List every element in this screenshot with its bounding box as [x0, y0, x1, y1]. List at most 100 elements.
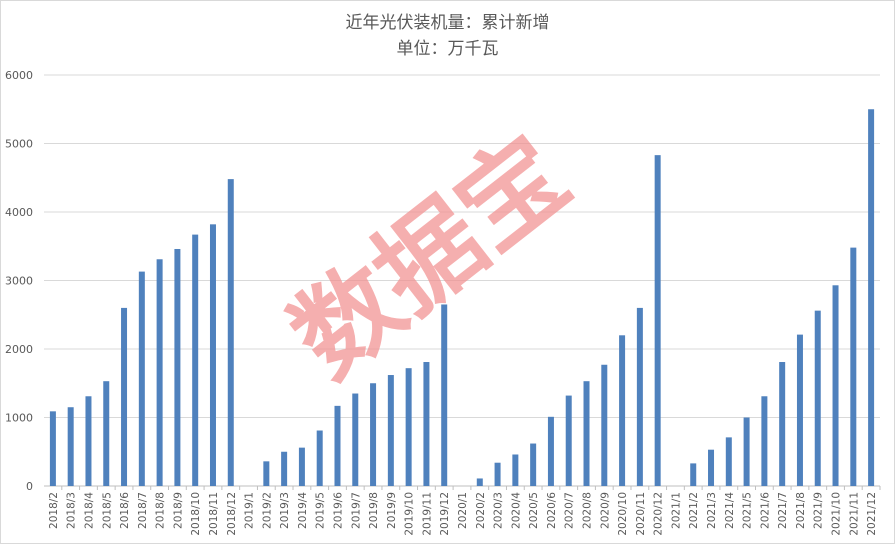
bar	[601, 364, 608, 486]
x-tick-label: 2020/1	[457, 492, 469, 529]
chart-subtitle: 单位：万千瓦	[396, 39, 499, 59]
bar	[387, 375, 394, 486]
x-axis: 2018/2 2018/3 2018/4 2018/5 2018/6 2018/7 2018…	[48, 486, 881, 536]
bar	[405, 368, 412, 486]
x-tick-label: 2018/2	[48, 492, 60, 529]
bar	[530, 443, 537, 486]
x-tick-label: 2018/6	[119, 492, 131, 529]
x-tick-label: 2018/9	[172, 492, 184, 529]
x-tick-label: 2021/6	[759, 492, 771, 529]
x-tick-label: 2018/10	[190, 492, 202, 536]
bar	[494, 462, 501, 486]
bar	[156, 259, 163, 486]
bar	[85, 396, 92, 486]
bar	[121, 307, 128, 486]
y-tick-label: 0	[26, 480, 33, 493]
bar	[370, 383, 377, 486]
x-tick-label: 2021/5	[742, 492, 754, 529]
x-tick-label: 2019/1	[244, 492, 256, 529]
x-tick-label: 2020/2	[475, 492, 487, 529]
x-tick-label: 2020/10	[617, 492, 629, 536]
bar	[49, 411, 56, 486]
y-tick-label: 1000	[5, 412, 33, 425]
x-tick-label: 2021/3	[706, 492, 718, 529]
y-tick-label: 6000	[5, 69, 33, 82]
x-tick-label: 2020/5	[528, 492, 540, 529]
x-tick-label: 2020/9	[599, 492, 611, 529]
gridlines	[44, 74, 880, 487]
x-tick-label: 2019/6	[332, 492, 344, 529]
x-tick-label: 2019/11	[421, 492, 433, 536]
x-tick-label: 2021/12	[866, 492, 878, 536]
bar	[67, 407, 74, 486]
bar	[619, 335, 626, 486]
bars	[49, 109, 875, 486]
x-tick-label: 2019/10	[404, 492, 416, 536]
bar	[476, 478, 483, 486]
bar	[547, 416, 554, 486]
y-tick-label: 5000	[5, 138, 33, 151]
bar	[352, 393, 359, 486]
bar	[690, 463, 697, 486]
x-tick-label: 2021/2	[688, 492, 700, 529]
x-tick-label: 2020/4	[510, 492, 522, 529]
x-tick-label: 2018/5	[101, 492, 113, 529]
x-tick-label: 2020/6	[546, 492, 558, 529]
bar	[441, 304, 448, 486]
bar	[316, 430, 323, 486]
bar	[209, 224, 216, 486]
bar	[263, 461, 270, 486]
bar	[725, 437, 732, 486]
x-tick-label: 2019/2	[261, 492, 273, 529]
bar	[192, 234, 199, 486]
bar	[761, 396, 768, 486]
bar	[708, 449, 715, 486]
x-tick-label: 2021/4	[724, 492, 736, 529]
x-tick-label: 2021/8	[795, 492, 807, 529]
bar	[814, 310, 821, 486]
bar	[868, 109, 875, 486]
bar	[512, 454, 519, 486]
bar	[281, 451, 288, 486]
x-tick-label: 2019/9	[386, 492, 398, 529]
bar	[227, 179, 234, 486]
x-tick-label: 2021/10	[831, 492, 843, 536]
x-tick-label: 2020/11	[635, 492, 647, 536]
x-tick-label: 2019/3	[279, 492, 291, 529]
bar	[779, 362, 786, 486]
bar	[832, 285, 839, 486]
bar	[743, 417, 750, 486]
x-tick-label: 2021/1	[670, 492, 682, 529]
bar	[138, 271, 145, 486]
x-tick-label: 2021/9	[813, 492, 825, 529]
bar	[174, 248, 181, 486]
bar	[423, 362, 430, 486]
x-tick-label: 2018/3	[66, 492, 78, 529]
bar	[565, 395, 572, 486]
x-tick-label: 2019/7	[350, 492, 362, 529]
bar	[654, 155, 661, 486]
chart-title: 近年光伏装机量：累计新增	[345, 13, 550, 33]
x-tick-label: 2018/8	[155, 492, 167, 529]
x-tick-label: 2018/11	[208, 492, 220, 536]
x-tick-label: 2020/3	[493, 492, 505, 529]
x-tick-label: 2020/8	[582, 492, 594, 529]
bar	[796, 334, 803, 486]
bar	[583, 381, 590, 486]
x-tick-label: 2019/5	[315, 492, 327, 529]
y-tick-label: 2000	[5, 343, 33, 356]
bar	[103, 381, 110, 486]
x-tick-label: 2021/11	[848, 492, 860, 536]
bar	[334, 405, 341, 486]
x-tick-label: 2020/12	[653, 492, 665, 536]
x-tick-label: 2019/12	[439, 492, 451, 536]
x-tick-label: 2019/8	[368, 492, 380, 529]
x-tick-label: 2019/4	[297, 492, 309, 529]
x-tick-label: 2018/4	[83, 492, 95, 529]
x-tick-label: 2020/7	[564, 492, 576, 529]
x-tick-label: 2018/7	[137, 492, 149, 529]
x-tick-label: 2021/7	[777, 492, 789, 529]
bar	[850, 247, 857, 486]
x-tick-label: 2018/12	[226, 492, 238, 536]
y-axis: 0 1000 2000 3000 4000 5000 6000	[5, 69, 33, 493]
